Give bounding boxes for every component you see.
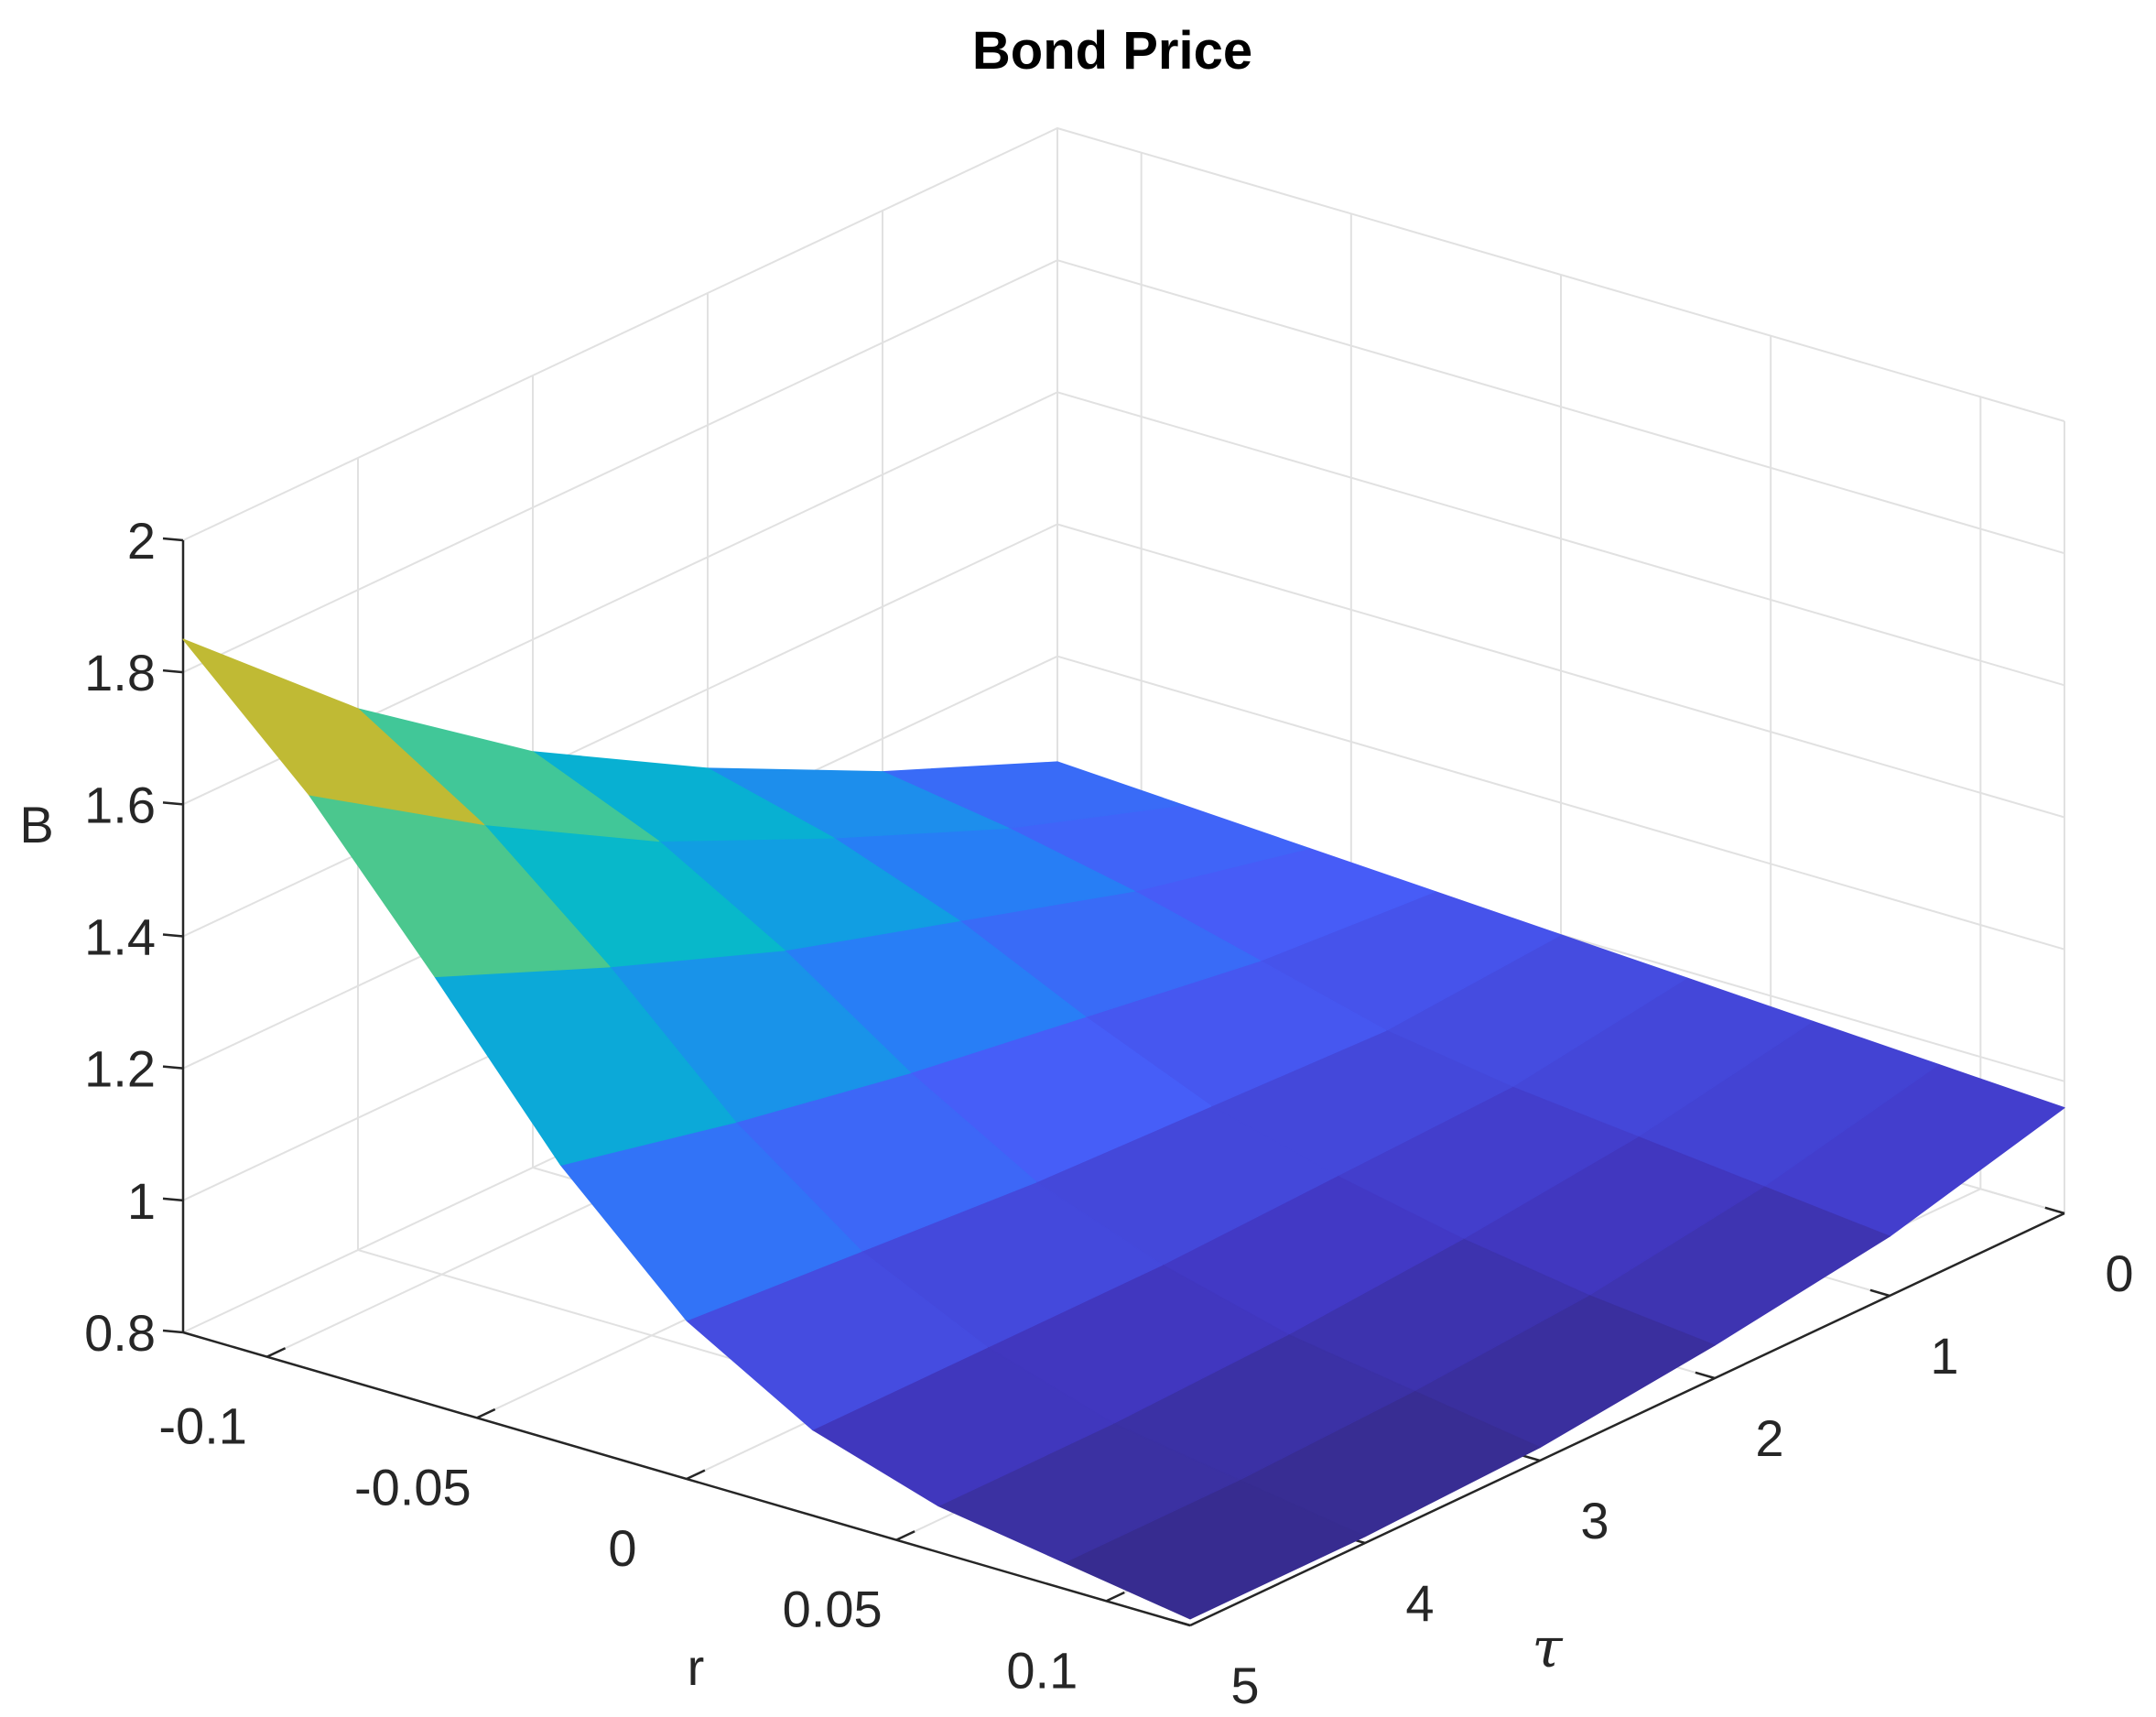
z-tick-label: 2 (127, 512, 156, 570)
z-tick-label: 0.8 (84, 1304, 156, 1362)
y-tick-label: 2 (1755, 1409, 1783, 1467)
x-tick-label: -0.05 (354, 1458, 471, 1516)
y-tick-label: 5 (1230, 1657, 1259, 1714)
y-tick (1170, 1618, 1191, 1627)
y-tick-label: 0 (2105, 1244, 2133, 1302)
y-axis-line (1189, 1212, 2065, 1627)
z-tick (162, 1065, 184, 1070)
z-tick-label: 1 (127, 1172, 156, 1230)
y-tick (1695, 1371, 1716, 1380)
z-tick (162, 1329, 184, 1334)
x-tick (476, 1407, 496, 1419)
grid-line (182, 126, 2065, 541)
y-tick-label: 3 (1580, 1492, 1609, 1549)
x-tick-label: 0.1 (1006, 1641, 1078, 1699)
z-tick (162, 537, 184, 542)
x-tick-label: -0.1 (158, 1397, 247, 1455)
z-tick-label: 1.4 (84, 908, 156, 966)
x-tick (895, 1530, 915, 1541)
z-tick (162, 801, 184, 806)
surface-patch (182, 638, 485, 826)
z-tick-label: 1.8 (84, 644, 156, 701)
z-tick (162, 933, 184, 938)
x-tick-label: 0 (608, 1519, 636, 1577)
y-tick-label: 4 (1405, 1574, 1434, 1632)
z-tick-label: 1.2 (84, 1040, 156, 1098)
y-axis-label: τ (1532, 1616, 1563, 1680)
x-axis-label: r (688, 1638, 705, 1696)
chart-title: Bond Price (972, 21, 1252, 81)
axes: -0.1 -0.05 0 0.05 0.1 0 1 2 3 4 5 0.8 1 1.2 1.4 1.6 1.8 2 (84, 512, 2133, 1714)
x-tick (686, 1469, 706, 1481)
x-tick-label: 0.05 (783, 1581, 883, 1638)
labels: Bond Price r τ B (19, 21, 1563, 1696)
z-axis-label: B (19, 796, 53, 853)
grid-line (182, 259, 2065, 674)
z-tick (162, 1197, 184, 1202)
z-tick (162, 668, 184, 674)
y-tick (2044, 1206, 2065, 1215)
z-tick-label: 1.6 (84, 776, 156, 833)
x-tick (266, 1347, 287, 1358)
x-tick (1105, 1591, 1125, 1603)
surface (182, 638, 2065, 1620)
y-tick (1869, 1288, 1891, 1298)
y-tick-label: 1 (1930, 1327, 1958, 1385)
